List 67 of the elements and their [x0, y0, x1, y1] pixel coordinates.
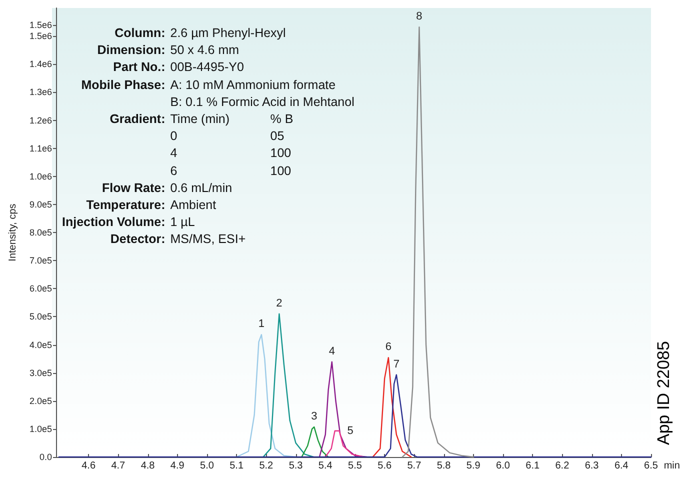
text: App ID 22085	[654, 341, 674, 445]
line-series	[402, 26, 474, 458]
x-tick-label: 5.8	[436, 460, 452, 472]
annotation: Column: 2.6 µm Phenyl-Hexyl	[114, 25, 286, 42]
text: 6 100	[170, 164, 292, 178]
x-tick-label: 5.4	[318, 460, 333, 472]
y-tick-label: 4.0e5	[29, 340, 52, 350]
y-tick-label: 1.1e6	[29, 143, 52, 154]
text: 0 05	[170, 129, 284, 144]
y-tick-label: 8.0e5	[29, 228, 52, 238]
x-tick-label: 6.4	[614, 460, 629, 472]
annotation: B: 0.1 % Formic Acid in Mehtanol	[170, 94, 354, 111]
y-axis-title: Intensity, cps	[8, 204, 18, 262]
annotation: Detector: MS/MS, ESI+	[109, 231, 247, 248]
x-tick-label: 6.2	[555, 460, 570, 472]
annotation: Injection Volume: 1 µL	[62, 214, 196, 232]
x-tick-label: 5.9	[466, 460, 481, 472]
annotation: Flow Rate: 0.6 mL/min	[101, 180, 234, 197]
x-axis-title: min	[664, 460, 680, 472]
text: Gradient: Time (min) % B	[110, 112, 294, 126]
x-tick-label: 5.1	[230, 460, 244, 472]
line-series	[301, 426, 329, 458]
annotation: Mobile Phase: A: 10 mM Ammonium formate	[80, 76, 336, 94]
x-tick-label: 6.0	[496, 460, 510, 472]
y-tick-label: 3.0e5	[29, 368, 52, 378]
series-label: 1	[258, 318, 264, 330]
series-label: 6	[385, 341, 392, 354]
x-tick-label: 5.7	[407, 460, 422, 472]
y-tick-label: 7.0e5	[29, 256, 52, 266]
y-tick-label: 1.2e6	[29, 115, 52, 126]
y-tick-label: 1.4e6	[29, 59, 52, 70]
x-tick-label: 5.6	[378, 460, 392, 472]
series-label: 5	[347, 424, 354, 437]
x-tick-label: 5.0	[200, 460, 214, 472]
x-tick-label: 4.8	[140, 460, 156, 472]
x-tick-label: 6.1	[526, 460, 540, 472]
x-tick-label: 4.7	[111, 460, 126, 472]
x-tick-label: 4.9	[170, 460, 185, 472]
series-label: 2	[276, 297, 282, 310]
text: 4 100	[170, 146, 292, 160]
y-tick-label: 0.0	[39, 452, 52, 462]
series-label: 4	[328, 345, 335, 358]
y-tick-label: 2.0e5	[29, 396, 52, 406]
line-series	[58, 374, 652, 458]
y-tick-label: 1.0e5	[29, 424, 52, 434]
y-tick-label: 1.3e6	[29, 87, 52, 98]
x-tick-label: 5.3	[288, 460, 304, 472]
y-tick-label: 1.0e6	[29, 171, 52, 182]
x-tick-label: 5.5	[348, 460, 362, 472]
series-label: 8	[416, 10, 422, 23]
annotation: Temperature: Ambient	[85, 197, 218, 214]
series-label: 3	[311, 410, 318, 422]
annotation: Dimension: 50 x 4.6 mm	[96, 42, 240, 60]
y-tick-label: 6.0e5	[29, 284, 52, 294]
x-tick-label: 5.2	[259, 460, 274, 472]
x-tick-label: 6.5	[644, 460, 658, 472]
line-series	[236, 334, 296, 458]
y-tick-label: 5.0e5	[29, 312, 52, 322]
series-label: 7	[393, 358, 400, 370]
line-series	[318, 361, 368, 458]
y-tick-label: 1.5e6	[29, 31, 52, 42]
y-tick-label: 9.0e5	[29, 199, 52, 210]
x-tick-label: 6.3	[584, 460, 600, 472]
x-tick-label: 4.6	[82, 460, 96, 472]
y-tick-label: 1.5e6	[29, 20, 52, 30]
annotation: Part No.: 00B-4495-Y0	[112, 59, 245, 76]
line-series	[372, 357, 412, 458]
